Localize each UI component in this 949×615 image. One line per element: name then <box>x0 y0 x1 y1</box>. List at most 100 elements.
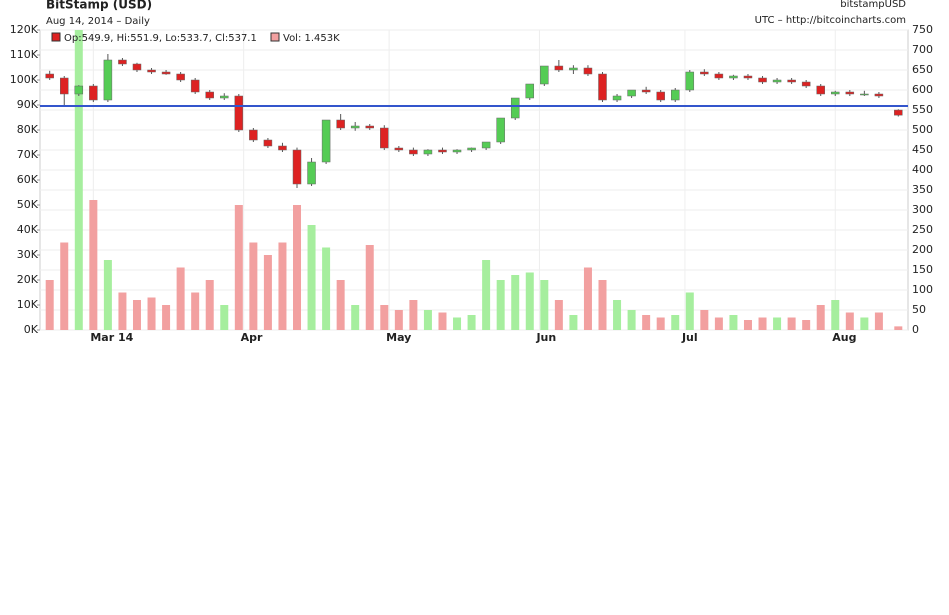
volume-bar <box>45 280 54 330</box>
volume-bar <box>525 272 534 330</box>
y2-tick-label: 50K <box>17 198 39 211</box>
candle-body <box>89 85 98 101</box>
volume-bar <box>685 292 694 330</box>
y-tick-label: 750 <box>912 23 933 36</box>
candle-body <box>409 149 418 155</box>
candle-body <box>598 73 607 101</box>
candle-body <box>685 71 695 91</box>
candle-body <box>801 81 811 87</box>
candle-body <box>714 73 724 79</box>
y2-tick-label: 40K <box>17 223 39 236</box>
volume-bar <box>787 317 796 330</box>
volume-bar <box>351 305 360 330</box>
candle-body <box>278 145 287 151</box>
candle-body <box>336 119 345 129</box>
chart-title: BitStamp (USD) <box>46 0 152 12</box>
y-tick-label: 650 <box>912 63 933 76</box>
candle-body <box>176 73 185 81</box>
y-tick-label: 400 <box>912 163 933 176</box>
volume-bar <box>438 312 447 330</box>
candle-body <box>205 91 214 99</box>
y-tick-label: 50 <box>912 303 926 316</box>
candle-body <box>263 139 273 147</box>
candle-body <box>787 79 796 83</box>
x-tick-label: Jul <box>681 331 698 344</box>
y-tick-label: 350 <box>912 183 933 196</box>
candle-body <box>540 65 549 85</box>
candle-body <box>220 95 229 99</box>
candle-body <box>772 79 782 83</box>
candle-body <box>147 69 156 73</box>
candle-body <box>831 91 840 95</box>
volume-bar <box>773 317 782 330</box>
volume-bar <box>220 305 229 330</box>
candle-body <box>438 149 447 153</box>
volume-bar <box>249 242 258 330</box>
volume-bar <box>467 315 476 330</box>
volume-bar <box>234 205 243 330</box>
volume-bar <box>263 255 272 330</box>
candle-body <box>74 85 84 95</box>
candle-body <box>161 71 171 75</box>
candle-body <box>103 59 113 101</box>
volume-bar <box>118 292 127 330</box>
y2-tick-label: 0K <box>24 323 39 336</box>
candle-body <box>612 95 622 101</box>
x-tick-label: Mar 14 <box>90 331 133 344</box>
candle-body <box>816 85 825 95</box>
volume-bar <box>336 280 345 330</box>
candle-body <box>132 63 142 71</box>
candle-body <box>860 93 869 96</box>
volume-bar <box>874 312 883 330</box>
y2-tick-label: 100K <box>10 73 39 86</box>
candle-body <box>365 125 374 129</box>
volume-bar <box>365 245 374 330</box>
volume-bar <box>540 280 549 330</box>
candle-body <box>743 75 753 79</box>
volume-bar <box>816 305 825 330</box>
volume-bar <box>831 300 840 330</box>
y2-tick-label: 30K <box>17 248 39 261</box>
candle-body <box>423 149 433 155</box>
volume-bar <box>60 242 69 330</box>
volume-bar <box>700 310 709 330</box>
volume-bar <box>729 315 738 330</box>
volume-bar <box>656 317 665 330</box>
volume-bar <box>278 242 287 330</box>
volume-bar <box>845 312 854 330</box>
volume-bar <box>714 317 723 330</box>
y-tick-label: 0 <box>912 323 919 336</box>
legend-ohlc: Op:549.9, Hi:551.9, Lo:533.7, Cl:537.1 <box>64 33 257 44</box>
volume-bar <box>103 260 112 330</box>
candle-body <box>452 149 462 153</box>
plot-area <box>39 29 909 331</box>
volume-bar <box>642 315 651 330</box>
volume-bar <box>496 280 505 330</box>
candle-body <box>627 89 636 97</box>
volume-bar <box>482 260 491 330</box>
subtitle: Aug 14, 2014 – Daily <box>46 16 150 27</box>
candle-body <box>190 79 200 93</box>
volume-bar <box>743 320 752 330</box>
candle-body <box>481 141 491 149</box>
y2-tick-label: 60K <box>17 173 39 186</box>
symbol: bitstampUSD <box>840 0 906 10</box>
y-tick-label: 700 <box>912 43 933 56</box>
candle-body <box>467 147 476 151</box>
volume-bar <box>598 280 607 330</box>
y2-tick-label: 120K <box>10 23 39 36</box>
candle-body <box>118 59 127 65</box>
candle-body <box>321 119 331 163</box>
candle-body <box>45 73 54 79</box>
candle-body <box>234 95 244 131</box>
y-tick-label: 200 <box>912 243 933 256</box>
candle-body <box>350 125 360 129</box>
candle-body <box>729 75 738 79</box>
volume-bar <box>380 305 389 330</box>
volume-bar <box>191 292 200 330</box>
volume-bar <box>293 205 302 330</box>
candle-body <box>700 71 709 75</box>
volume-bar <box>671 315 680 330</box>
